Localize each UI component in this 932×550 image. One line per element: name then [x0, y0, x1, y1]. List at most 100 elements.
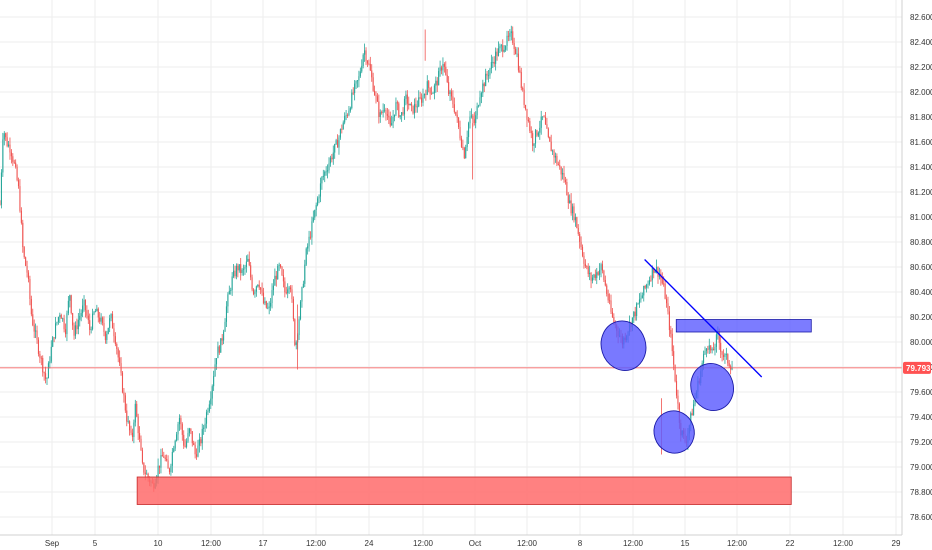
candle-body: [430, 93, 433, 95]
candle-body: [342, 122, 344, 130]
candle-body: [25, 257, 27, 266]
candle-body: [309, 236, 312, 238]
candle-body: [470, 115, 472, 117]
y-tick-label: 82.600: [910, 13, 932, 22]
candle-body: [515, 48, 517, 55]
candle-body: [560, 166, 562, 175]
candle-body: [415, 104, 417, 108]
candle-body: [707, 348, 709, 350]
y-tick-label: 81.600: [910, 138, 932, 147]
candle-body: [436, 80, 438, 86]
candle-body: [378, 101, 380, 117]
trendline[interactable]: [644, 259, 763, 378]
y-tick-label: 78.800: [910, 488, 932, 497]
candle-body: [359, 71, 361, 77]
candle-body: [69, 295, 71, 301]
candle-body: [479, 97, 481, 106]
candle-body: [544, 116, 547, 125]
candle-body: [522, 87, 524, 90]
candle-body: [76, 325, 78, 330]
candle-body: [298, 319, 300, 336]
support-zone-red[interactable]: [136, 476, 792, 505]
y-tick-label: 80.600: [910, 263, 932, 272]
candle-body: [519, 70, 521, 73]
candle-body: [201, 428, 203, 444]
candle-body: [261, 289, 263, 293]
candle-body: [280, 264, 282, 268]
drawing-annotations[interactable]: [136, 259, 812, 505]
candle-body: [703, 354, 705, 364]
candle-body: [294, 319, 296, 345]
candle-body: [265, 301, 267, 308]
candle-body: [15, 162, 17, 167]
candle-body: [694, 398, 696, 405]
candle-body: [507, 35, 510, 37]
candle-body: [674, 364, 676, 382]
candle-body: [369, 63, 371, 71]
candle-body: [234, 270, 236, 277]
candle-body: [100, 317, 102, 322]
candle-body: [217, 346, 219, 359]
candle-body: [319, 183, 322, 197]
candle-body: [89, 320, 91, 330]
highlight-ellipse[interactable]: [595, 315, 653, 376]
y-tick-label: 78.600: [910, 513, 932, 522]
candle-body: [725, 353, 727, 355]
candle-body: [194, 444, 196, 455]
candle-body: [168, 468, 171, 473]
candle-body: [127, 421, 129, 423]
candle-body: [83, 299, 85, 306]
candle-body: [191, 431, 193, 444]
candle-body: [233, 270, 235, 277]
candle-body: [170, 465, 172, 473]
candle-body: [97, 308, 99, 318]
x-tick-label: 5: [93, 539, 98, 548]
candle-body: [106, 333, 108, 341]
y-tick-label: 80.400: [910, 288, 932, 297]
candle-body: [374, 90, 376, 95]
candle-body: [656, 266, 658, 272]
candle-body: [7, 144, 10, 147]
candle-body: [355, 81, 357, 84]
candle-body: [327, 170, 329, 172]
candle-body: [43, 372, 45, 374]
candle-body: [99, 317, 101, 322]
candle-body: [9, 144, 11, 153]
candle-body: [579, 233, 581, 242]
candle-body: [509, 33, 511, 37]
candle-body: [405, 94, 407, 99]
candle-body: [101, 317, 104, 323]
candle-body: [136, 403, 138, 417]
current-price-badge: 79.793: [903, 361, 931, 374]
x-tick-label: 17: [259, 539, 268, 548]
resistance-zone-blue[interactable]: [675, 319, 812, 333]
x-tick-label: 12:00: [306, 539, 327, 548]
candle-body: [643, 285, 645, 296]
candle-body: [45, 373, 47, 379]
candle-body: [637, 303, 639, 305]
candle-body: [636, 303, 638, 317]
candle-body: [238, 264, 240, 271]
y-axis[interactable]: 82.600 82.400 82.200 82.000 81.800 81.600 81.4…: [910, 13, 932, 522]
candle-body: [386, 114, 388, 116]
x-axis[interactable]: Sep 5 10 12:00 17 12:00 24 12:00 Oct 12:00 8 12:00 1…: [45, 539, 901, 548]
candle-body: [547, 128, 549, 137]
candle-body: [27, 272, 30, 280]
candle-body: [480, 93, 482, 98]
candle-body: [74, 325, 77, 336]
candle-body: [668, 311, 670, 331]
candle-body: [304, 264, 306, 284]
highlight-ellipse[interactable]: [685, 358, 740, 416]
candle-body: [550, 141, 552, 152]
candle-body: [257, 284, 259, 287]
candle-body: [539, 127, 541, 133]
candle-body: [247, 258, 249, 262]
y-tick-label: 82.400: [910, 38, 932, 47]
candle-body: [92, 313, 94, 330]
candle-body: [711, 348, 713, 351]
candle-body: [633, 311, 635, 318]
highlight-ellipse[interactable]: [649, 406, 700, 459]
candle-body: [495, 51, 497, 64]
candle-body: [606, 285, 608, 294]
